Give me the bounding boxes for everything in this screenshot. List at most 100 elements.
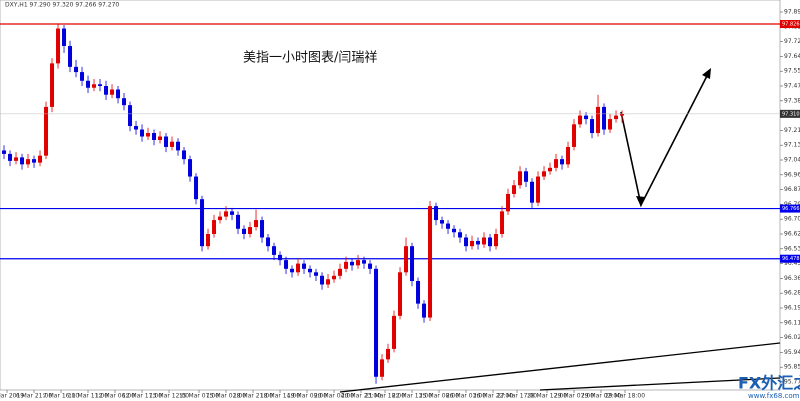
candle-body [344,261,349,269]
candle-body [20,157,25,165]
candle-body [74,66,79,73]
candle-body [92,84,97,88]
y-tick-label: 97.555 [784,68,800,75]
last-price-label: 97.310 [782,111,800,117]
candle-body [14,157,19,161]
candle-body [470,240,475,247]
candle-body [254,220,259,228]
candle-body [566,146,571,165]
candle-body [80,72,85,81]
candle-body [62,28,67,46]
candle-body [602,106,607,130]
candle-body [512,185,517,194]
candle-body [314,272,319,276]
x-tick-label: 25 Mar 08:00 [419,393,459,400]
y-tick-label: 96.875 [784,186,800,193]
candle-body [542,171,547,177]
candle-body [164,136,169,147]
candle-body [380,359,385,377]
chart-header: DXY,H1 97.290 97.320 97.266 97.270 [5,2,119,9]
candle-body [320,275,325,285]
candle-body [308,268,313,273]
candle-body [620,113,625,116]
y-tick-label: 97.385 [784,97,800,104]
candle-body [362,260,367,264]
candle-body [488,237,493,247]
candle-body [122,98,127,106]
y-tick-label: 96.535 [784,245,800,252]
candle-body [614,115,619,120]
candle-body [326,279,331,285]
y-tick-label: 96.025 [784,334,800,341]
candle-body [140,129,145,137]
candle-body [440,220,445,224]
candle-body [458,232,463,238]
candle-body [368,263,373,269]
candle-body [338,268,343,276]
x-tick-label: 18 Mar 14:00 [260,393,300,400]
candle-body [146,133,151,137]
candle-body [374,268,379,377]
x-tick-label: 20 Mar 23:00 [341,393,381,400]
level-tag [780,254,800,263]
candle-body [356,260,361,266]
candle-body [422,303,427,318]
candle-body [446,223,451,229]
arrow-head [702,68,711,79]
candle-body [194,176,199,200]
level-label: 96.478 [782,256,800,262]
y-tick-label: 96.960 [784,171,800,178]
candle-body [482,237,487,245]
y-tick-label: 97.045 [784,157,800,164]
x-tick-label: 12 Mar 06:00 [95,393,135,400]
x-tick-label: 27 Mar 17:00 [497,393,537,400]
level-label: 96.766 [782,206,800,212]
candle-body [230,211,235,215]
candle-body [8,153,13,161]
candle-body [530,181,535,203]
level-tag [780,20,800,29]
y-tick-label: 96.365 [784,275,800,282]
y-tick-label: 96.450 [784,260,800,267]
candle-body [56,28,61,64]
trend-line [339,342,781,393]
candle-body [386,348,391,360]
candle-body [332,275,337,280]
candle-body [104,86,109,95]
candle-body [500,211,505,234]
x-tick-label: 18 Mar 21:00 [233,393,273,400]
y-tick-label: 97.215 [784,127,800,134]
x-tick-label: 7 Mar 16:00 [43,393,79,400]
candle-body [302,263,307,269]
x-tick-label: 29 Mar 07:00 [554,393,594,400]
candle-body [578,115,583,125]
candle-body [128,105,133,127]
candle-body [158,136,163,140]
x-tick-label: 1 Mar 2019 [0,393,24,400]
candle-body [266,237,271,247]
candle-body [50,63,55,107]
watermark-url: www.fx68.com [748,392,800,400]
arrow-head [636,196,645,207]
y-tick-label: 96.280 [784,290,800,297]
candle-body [170,141,175,147]
candle-body [590,119,595,134]
candle-body [32,159,37,163]
candle-body [434,206,439,221]
x-tick-label: 13 Mar 12:00 [149,393,189,400]
candle-body [44,106,49,156]
x-tick-label: 22 Mar 13:00 [392,393,432,400]
candle-body [596,106,601,134]
y-tick-label: 96.705 [784,216,800,223]
candle-body [410,246,415,282]
y-tick-label: 96.195 [784,304,800,311]
y-tick-label: 97.130 [784,142,800,149]
x-tick-label: 12 Mar 17:00 [122,393,162,400]
candle-body [218,216,223,221]
y-tick-label: 96.620 [784,231,800,238]
watermark: FX外汇之家 [738,374,800,393]
candle-body [584,115,589,120]
candle-body [464,237,469,247]
candle-body [200,199,205,247]
x-tick-label: 11 Mar 11:00 [68,393,108,400]
